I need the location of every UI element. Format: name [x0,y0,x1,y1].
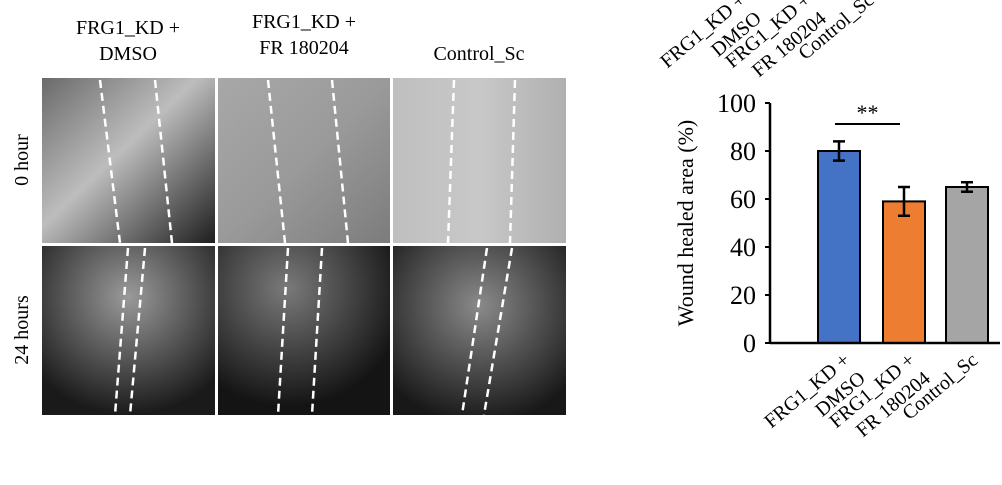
bar [817,150,861,344]
column-label: FRG1_KD + DMSO [76,17,180,65]
significance: ** [857,100,879,125]
column-label: FRG1_KD + FR 180204 [252,11,356,59]
error-bar [833,140,845,162]
row-label: 24 hours [11,295,33,365]
y-tick-label: 20 [730,281,756,310]
y-tick-label: 0 [743,329,756,358]
label-line: DMSO [99,43,157,65]
error-bar [961,180,973,194]
error-bar [898,185,910,218]
y-tick-label: 100 [717,89,756,118]
label-line: FR 180204 [259,37,348,59]
y-axis-label: Wound healed area (%) [673,120,698,327]
bar [882,200,926,344]
y-tick-label: 40 [730,233,756,262]
micrographs [42,78,566,416]
bar [945,186,989,344]
y-tick-label: 80 [730,137,756,166]
label-line: FRG1_KD + [252,11,356,33]
row-label: 0 hour [11,134,33,186]
label-line: FRG1_KD + [76,17,180,39]
column-label: Control_Sc [433,43,524,65]
y-tick-label: 60 [730,185,756,214]
